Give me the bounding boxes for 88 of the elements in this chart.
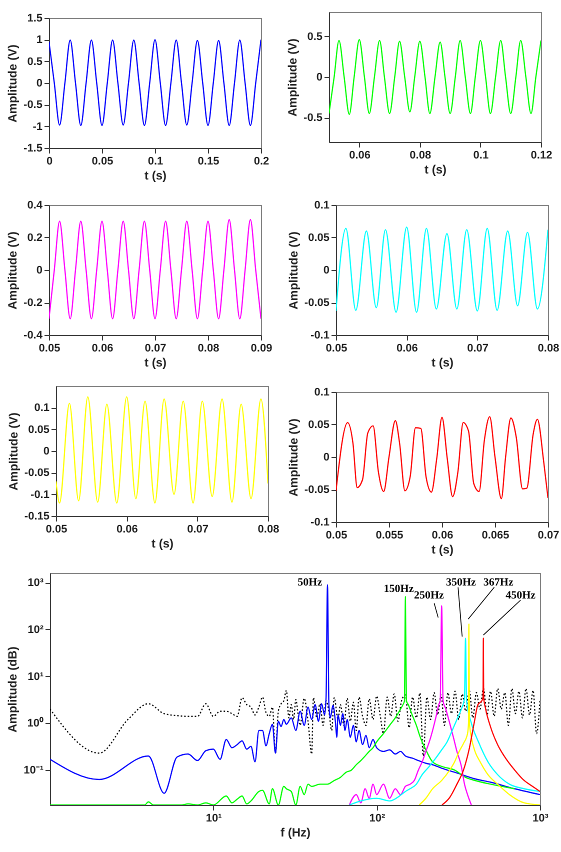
x-axis-title: t (s) <box>144 356 166 370</box>
x-tick-label: 10¹ <box>206 812 222 824</box>
y-axis-title: Amplitude (V) <box>6 44 20 122</box>
y-axis-title: Amplitude (V) <box>6 412 20 490</box>
x-tick-label: 0.12 <box>530 150 552 162</box>
x-tick-label: 0.06 <box>349 150 370 162</box>
annotation: 150Hz <box>384 582 414 595</box>
y-tick-label: 0 <box>323 264 330 276</box>
y-tick-label: -0.5 <box>24 99 42 112</box>
x-tick-label: 0.065 <box>482 530 510 542</box>
x-tick-label: 0.1 <box>148 156 164 168</box>
x-tick-label: 0.07 <box>187 524 209 536</box>
y-tick-label: 0 <box>316 72 322 84</box>
y-tick-label: -1.5 <box>24 142 42 154</box>
y-axis-title: Amplitude (V) <box>286 418 300 496</box>
y-tick-label: 10³ <box>28 577 44 590</box>
x-tick-label: 0.08 <box>410 150 432 162</box>
y-tick-label: 0.05 <box>308 419 330 431</box>
line-series <box>49 219 261 320</box>
x-tick-label: 0.07 <box>144 342 166 354</box>
y-axis-title: Amplitude (V) <box>286 232 300 310</box>
x-tick-label: 0.08 <box>258 524 280 536</box>
line-series <box>49 39 261 126</box>
y-tick-label: -0.2 <box>24 297 42 309</box>
x-axis-title: t (s) <box>432 356 454 370</box>
y-tick-label: -0.1 <box>310 330 330 342</box>
x-axis-title: f (Hz) <box>280 826 310 840</box>
line-series <box>329 39 541 115</box>
x-tick-label: 0.06 <box>116 524 138 536</box>
line-series <box>336 226 548 313</box>
x-tick-label: 0.055 <box>376 530 404 542</box>
y-tick-label: 0 <box>43 446 50 458</box>
line-series <box>336 416 548 500</box>
y-tick-label: 0 <box>36 264 42 276</box>
x-tick-label: 0.06 <box>396 342 418 354</box>
y-tick-label: 0 <box>36 78 42 90</box>
y-tick-label: 0.5 <box>27 56 42 68</box>
x-tick-label: 0.08 <box>538 342 560 354</box>
x-tick-label: 0.08 <box>198 342 220 354</box>
y-axis-title: Amplitude (V) <box>286 38 300 116</box>
y-tick-label: -0.15 <box>24 510 50 522</box>
y-tick-label: 10⁻¹ <box>24 764 44 777</box>
y-tick-label: 1.5 <box>27 12 42 24</box>
line-series <box>56 396 268 504</box>
x-tick-label: 0.05 <box>92 156 114 168</box>
x-tick-label: 0.07 <box>467 342 489 354</box>
annotation: 50Hz <box>298 576 322 589</box>
y-axis-title: Amplitude (V) <box>6 232 20 310</box>
x-axis-title: t (s) <box>432 542 454 556</box>
y-tick-label: 0.4 <box>27 200 44 212</box>
y-tick-label: 10² <box>28 624 44 636</box>
x-tick-label: 0.05 <box>46 524 68 536</box>
y-tick-label: -0.05 <box>304 297 330 309</box>
x-tick-label: 10² <box>369 812 386 824</box>
y-tick-label: -0.5 <box>304 112 322 124</box>
x-tick-label: 0.06 <box>92 342 114 354</box>
y-tick-label: 0.1 <box>314 386 330 398</box>
x-tick-label: 0.1 <box>473 150 489 162</box>
x-tick-label: 0.09 <box>250 342 272 354</box>
x-tick-label: 0.07 <box>538 530 560 542</box>
y-tick-label: 0.05 <box>28 424 50 436</box>
annotation: 350Hz <box>446 576 476 589</box>
y-tick-label: -0.1 <box>310 516 330 528</box>
x-tick-label: 0.15 <box>198 156 220 168</box>
x-tick-label: 10³ <box>532 812 549 824</box>
x-tick-label: 0.2 <box>254 156 270 168</box>
y-tick-label: -1 <box>32 120 42 133</box>
annotation: 250Hz <box>414 589 444 602</box>
y-tick-label: 10¹ <box>28 670 44 683</box>
y-axis-title: Amplitude (dB) <box>6 646 20 732</box>
y-tick-label: -0.1 <box>30 488 50 501</box>
y-tick-label: 0.1 <box>314 200 330 212</box>
x-axis-title: t (s) <box>152 536 174 550</box>
y-tick-label: 0.5 <box>307 30 322 43</box>
x-tick-label: 0.06 <box>432 530 454 542</box>
y-tick-label: 0.1 <box>34 402 50 414</box>
y-tick-label: 0 <box>323 452 330 464</box>
y-tick-label: 1 <box>36 34 42 46</box>
y-tick-label: 10⁰ <box>27 716 44 730</box>
y-tick-label: -0.4 <box>24 330 44 342</box>
y-tick-label: -0.05 <box>304 484 330 496</box>
annotation: 450Hz <box>506 589 536 602</box>
annotation: 367Hz <box>483 576 514 589</box>
y-tick-label: 0.05 <box>308 232 330 244</box>
y-tick-label: 0.2 <box>27 232 42 244</box>
x-axis-title: t (s) <box>424 162 446 176</box>
y-tick-label: -0.05 <box>24 467 50 480</box>
x-axis-title: t (s) <box>144 168 166 182</box>
